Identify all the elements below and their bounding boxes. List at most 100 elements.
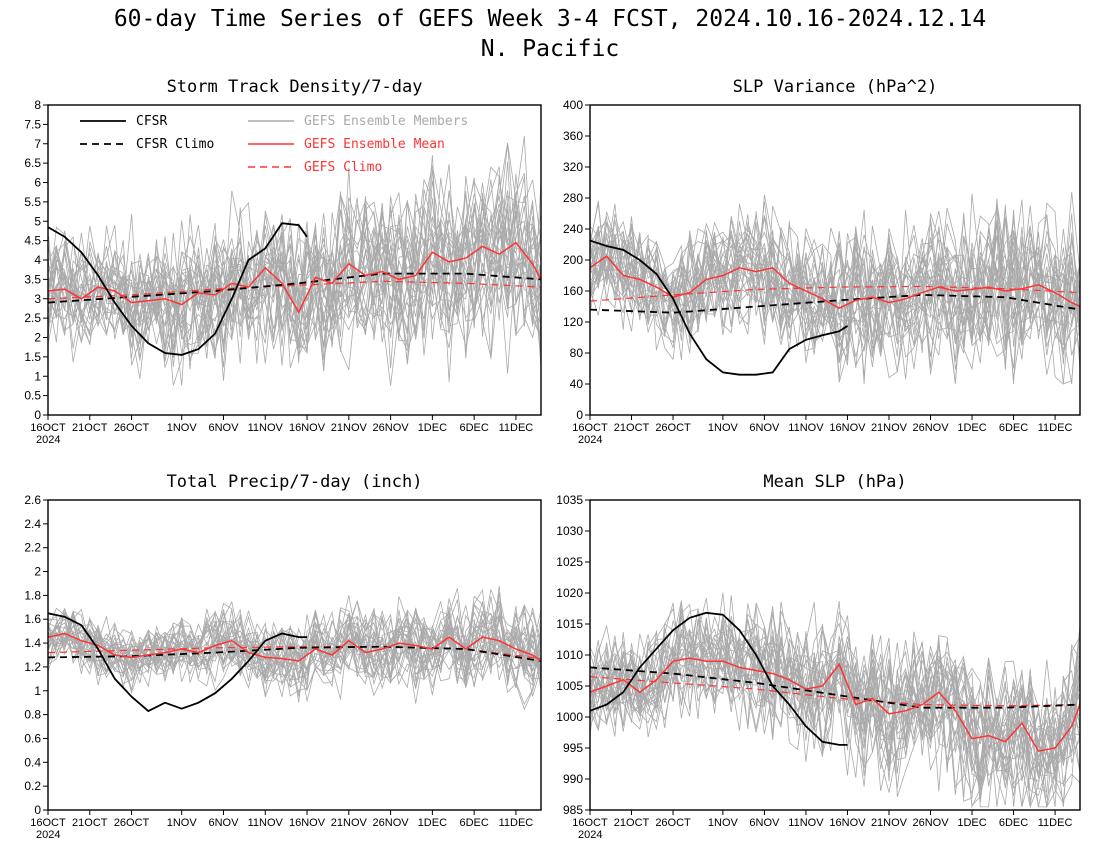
ensemble-member-line: [48, 601, 541, 686]
series-gefs-ensemble-mean: [48, 632, 541, 662]
x-tick-label: 11NOV: [248, 817, 284, 829]
ensemble-member-line: [48, 608, 541, 706]
panel-slp-variance: SLP Variance (hPa^2) 0 40 80 120 160 200 240 280…: [563, 77, 1081, 446]
y-tick-label: 280: [563, 191, 583, 205]
legend-gefs-mean-label: GEFS Ensemble Mean: [304, 137, 445, 152]
x-tick-label: 1NOV: [708, 422, 739, 434]
ensemble-member-line: [48, 179, 541, 386]
x-tick-label: 11DEC: [1038, 817, 1073, 829]
legend-gefs-climo-label: GEFS Climo: [304, 160, 382, 175]
y-tick-label: 0.4: [24, 755, 41, 769]
x-tick-label: 11DEC: [499, 422, 534, 434]
y-tick-label: 1.2: [24, 660, 41, 674]
ensemble-member-line: [48, 609, 541, 688]
legend-cfsr-climo-label: CFSR Climo: [136, 137, 214, 152]
y-tick-label: 1.8: [24, 588, 41, 602]
y-tick-label: 320: [563, 160, 583, 174]
y-tick-label: 1005: [556, 679, 583, 693]
ensemble-member-line: [48, 609, 541, 703]
plot-frame: [47, 104, 542, 416]
y-tick-label: 7.5: [24, 117, 41, 131]
y-tick-label: 160: [563, 284, 583, 298]
y-tick-label: 1020: [556, 586, 583, 600]
legend-cfsr-label: CFSR: [136, 114, 167, 129]
y-tick-label: 0.5: [24, 389, 41, 403]
x-tick-label: 16NOV: [829, 422, 866, 434]
series-cfsr: [48, 612, 307, 713]
figure-title: 60-day Time Series of GEFS Week 3-4 FCST…: [114, 6, 986, 32]
x-tick-label: 26NOV: [373, 422, 410, 434]
x-tick-label: 1DEC: [957, 422, 986, 434]
series-cfsr: [590, 239, 848, 376]
y-tick-label: 1.6: [24, 612, 41, 626]
y-tick-label: 1030: [556, 524, 583, 538]
y-tick-label: 985: [563, 803, 583, 817]
x-tick-label: 16OCT: [572, 422, 608, 434]
y-tick-label: 2: [34, 565, 41, 579]
y-tick-label: 2.4: [24, 517, 41, 531]
y-tick-label: 360: [563, 129, 583, 143]
ensemble-member-line: [590, 612, 1080, 807]
y-tick-label: 1000: [556, 710, 583, 724]
x-tick-label: 1NOV: [167, 422, 198, 434]
x-tick-label: 26NOV: [912, 422, 949, 434]
ensemble-member-line: [48, 166, 541, 358]
x-year-label: 2024: [578, 434, 602, 446]
panel-total-precip: Total Precip/7-day (inch)00.20.40.60.811…: [24, 472, 542, 841]
x-tick-label: 26OCT: [655, 422, 691, 434]
ensemble-member-line: [48, 181, 541, 379]
x-tick-label: 11DEC: [499, 817, 534, 829]
x-tick-label: 16NOV: [829, 817, 866, 829]
x-tick-label: 1DEC: [957, 817, 986, 829]
x-tick-label: 21OCT: [614, 422, 650, 434]
y-tick-label: 1: [34, 369, 41, 383]
x-tick-label: 26NOV: [912, 817, 949, 829]
y-tick-label: 80: [570, 346, 584, 360]
figure-subtitle: N. Pacific: [481, 36, 619, 62]
x-tick-label: 6DEC: [459, 817, 488, 829]
y-tick-label: 1025: [556, 555, 583, 569]
x-tick-label: 21NOV: [331, 817, 368, 829]
x-tick-label: 21OCT: [72, 422, 108, 434]
ensemble-members: [590, 191, 1080, 385]
y-tick-label: 4.5: [24, 234, 41, 248]
x-tick-label: 11DEC: [1038, 422, 1073, 434]
x-year-label: 2024: [36, 829, 60, 841]
x-tick-label: 26OCT: [114, 817, 150, 829]
panel-title-mean-slp: Mean SLP (hPa): [763, 472, 906, 492]
series-cfsr: [590, 611, 848, 746]
x-tick-label: 6NOV: [208, 817, 239, 829]
x-tick-label: 6DEC: [459, 422, 488, 434]
series-cfsr: [48, 222, 308, 356]
y-tick-label: 120: [563, 315, 583, 329]
y-tick-label: 7: [34, 137, 41, 151]
x-tick-label: 26OCT: [114, 422, 150, 434]
ensemble-member-line: [590, 219, 1080, 385]
ensemble-member-line: [590, 611, 1080, 808]
ensemble-member-line: [48, 143, 541, 366]
x-tick-label: 6NOV: [749, 422, 780, 434]
x-tick-label: 11NOV: [788, 817, 824, 829]
ensemble-member-line: [48, 161, 541, 386]
ensemble-member-line: [590, 595, 1080, 802]
y-tick-label: 5: [34, 214, 41, 228]
x-tick-label: 6NOV: [749, 817, 780, 829]
ensemble-member-line: [590, 606, 1080, 771]
x-tick-label: 21NOV: [331, 422, 368, 434]
x-tick-label: 1DEC: [418, 422, 447, 434]
y-tick-label: 2.2: [24, 541, 41, 555]
y-tick-label: 8: [34, 98, 41, 112]
x-tick-label: 16NOV: [289, 817, 326, 829]
y-tick-label: 1.5: [24, 350, 41, 364]
x-year-label: 2024: [36, 434, 60, 446]
x-tick-label: 21NOV: [871, 422, 908, 434]
x-tick-label: 1NOV: [708, 817, 739, 829]
x-year-label: 2024: [578, 829, 602, 841]
y-tick-label: 240: [563, 222, 583, 236]
x-tick-label: 11NOV: [248, 422, 284, 434]
x-tick-label: 1NOV: [167, 817, 198, 829]
ensemble-member-line: [48, 168, 541, 348]
ensemble-member-line: [590, 619, 1080, 782]
y-tick-label: 6.5: [24, 156, 41, 170]
ensemble-member-line: [590, 202, 1080, 365]
